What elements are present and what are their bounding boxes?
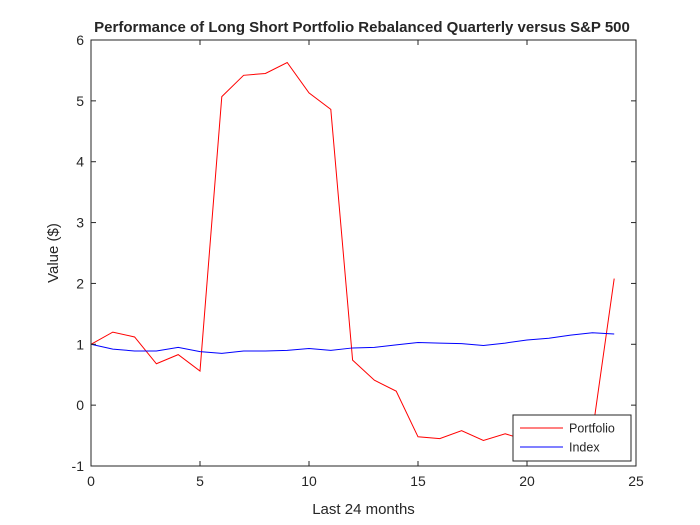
chart-title: Performance of Long Short Portfolio Reba… [94, 19, 630, 36]
legend-box [512, 414, 632, 462]
legend-label: Index [569, 441, 600, 455]
y-axis-label: Value ($) [45, 223, 62, 283]
y-tick-label: 0 [76, 397, 84, 413]
plot-area [91, 40, 636, 466]
x-tick-label: 0 [87, 473, 95, 489]
y-tick-label: 2 [76, 275, 84, 291]
y-tick-label: -1 [72, 458, 85, 474]
axes-box [90, 39, 637, 467]
x-tick-label: 25 [628, 473, 644, 489]
legend-label: Portfolio [569, 422, 615, 436]
y-tick-label: 6 [76, 32, 84, 48]
series-line-index [90, 332, 615, 354]
x-tick-label: 15 [410, 473, 426, 489]
y-tick-label: 3 [76, 215, 84, 231]
y-tick-label: 4 [76, 154, 84, 170]
x-axis-label: Last 24 months [312, 501, 415, 518]
legend: Portfolio Index [512, 414, 632, 462]
x-tick-label: 10 [301, 473, 317, 489]
y-tick-label: 5 [76, 93, 84, 109]
y-tick-label: 1 [76, 336, 84, 352]
x-tick-label: 5 [196, 473, 204, 489]
x-tick-label: 20 [519, 473, 535, 489]
